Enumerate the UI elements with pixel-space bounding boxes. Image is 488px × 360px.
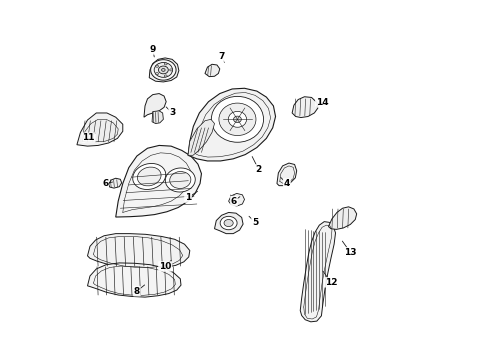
- Ellipse shape: [161, 68, 165, 71]
- Ellipse shape: [155, 65, 158, 67]
- Polygon shape: [82, 119, 118, 142]
- Text: 8: 8: [134, 287, 140, 296]
- Ellipse shape: [137, 167, 161, 186]
- Text: 2: 2: [255, 165, 261, 174]
- Text: 6: 6: [230, 197, 237, 206]
- Ellipse shape: [164, 63, 167, 65]
- Text: 7: 7: [218, 52, 224, 61]
- Ellipse shape: [219, 103, 255, 136]
- Ellipse shape: [165, 168, 195, 192]
- Polygon shape: [276, 163, 296, 186]
- Text: 12: 12: [324, 278, 337, 287]
- Polygon shape: [143, 94, 166, 117]
- Polygon shape: [77, 113, 122, 146]
- Ellipse shape: [164, 75, 167, 77]
- Ellipse shape: [155, 73, 158, 75]
- Text: 6: 6: [102, 179, 108, 188]
- Ellipse shape: [224, 220, 233, 226]
- Ellipse shape: [169, 171, 190, 189]
- Polygon shape: [291, 97, 317, 118]
- Ellipse shape: [154, 63, 172, 77]
- Text: 1: 1: [184, 193, 191, 202]
- Polygon shape: [149, 58, 179, 82]
- Ellipse shape: [158, 66, 168, 74]
- Text: 14: 14: [315, 98, 328, 107]
- Text: 5: 5: [251, 218, 258, 227]
- Ellipse shape: [169, 69, 172, 71]
- Ellipse shape: [150, 60, 176, 80]
- Text: 13: 13: [344, 248, 356, 257]
- Polygon shape: [188, 119, 214, 155]
- Text: 11: 11: [82, 133, 95, 142]
- Ellipse shape: [211, 96, 263, 142]
- Ellipse shape: [233, 116, 241, 122]
- Polygon shape: [204, 64, 219, 77]
- Polygon shape: [87, 263, 181, 297]
- Polygon shape: [188, 88, 275, 161]
- Polygon shape: [228, 193, 244, 206]
- Polygon shape: [108, 178, 122, 188]
- Ellipse shape: [220, 216, 237, 230]
- Text: 9: 9: [149, 45, 156, 54]
- Text: 4: 4: [283, 179, 289, 188]
- Text: 10: 10: [159, 262, 171, 271]
- Polygon shape: [214, 212, 243, 234]
- Ellipse shape: [228, 111, 246, 127]
- Ellipse shape: [132, 163, 165, 189]
- Polygon shape: [328, 207, 356, 229]
- Text: 3: 3: [169, 108, 175, 117]
- Polygon shape: [152, 111, 163, 123]
- Polygon shape: [300, 222, 335, 322]
- Polygon shape: [87, 234, 189, 269]
- Polygon shape: [116, 145, 201, 217]
